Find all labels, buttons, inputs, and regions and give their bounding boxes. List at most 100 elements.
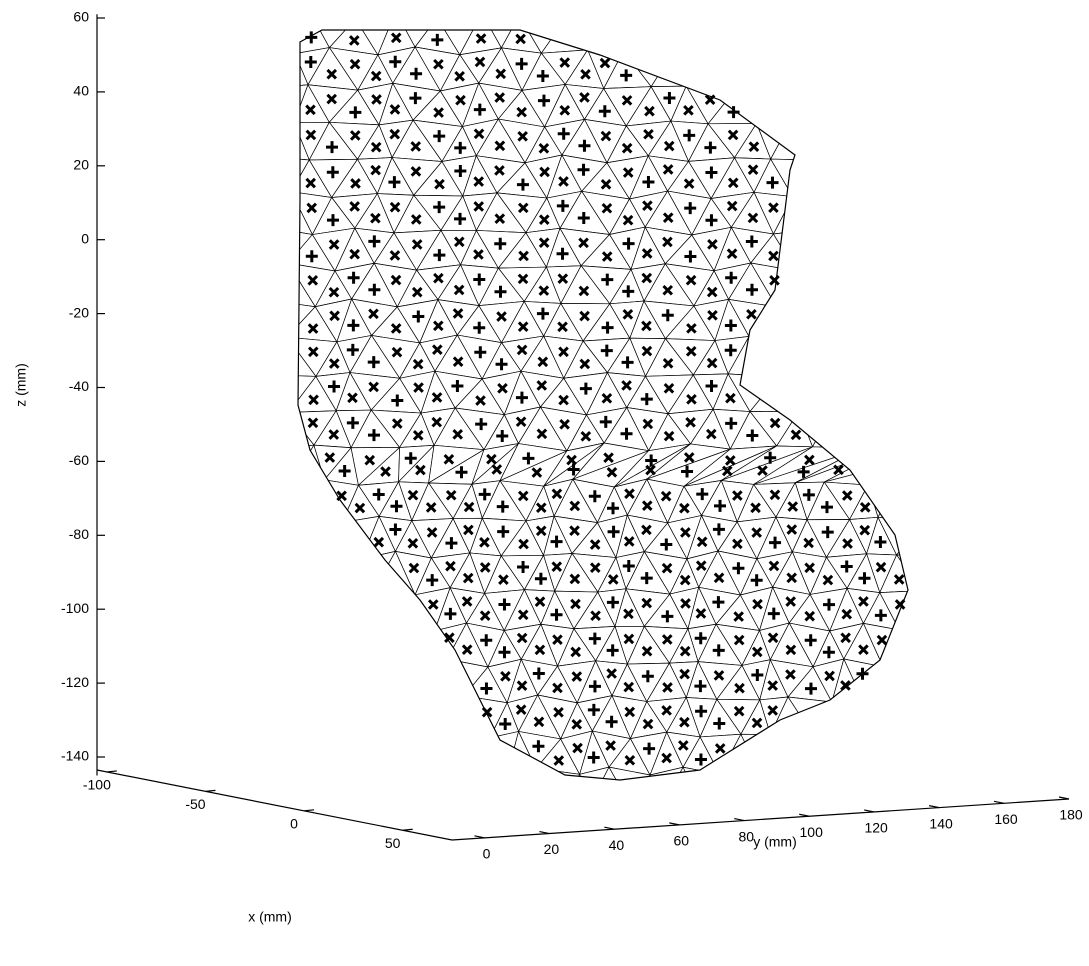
y-tick-label: 0: [483, 846, 491, 862]
mesh-triangle: [1008, 155, 1044, 198]
mesh-triangle: [987, 268, 1022, 302]
mesh-triangle: [981, 407, 1028, 451]
mesh-triangle: [541, 16, 587, 54]
mesh-triangle: [321, 522, 362, 559]
mesh-triangle: [980, 15, 1029, 53]
mesh-triangle: [707, 49, 757, 89]
mesh-triangle: [875, 91, 923, 127]
mesh-triangle: [673, 11, 707, 52]
mesh-triangle: [446, 733, 490, 771]
mesh-triangle: [292, 515, 322, 558]
mesh-triangle: [633, 775, 663, 811]
mesh-triangle: [270, 697, 305, 738]
mesh-triangle: [921, 590, 950, 625]
mesh-triangle: [418, 659, 448, 701]
mesh-triangle: [898, 14, 945, 54]
mesh-triangle: [749, 336, 799, 377]
y-tick-label: 160: [994, 811, 1018, 827]
mesh-triangle: [302, 551, 345, 595]
mesh-triangle: [918, 660, 952, 695]
mesh-triangle: [1003, 378, 1047, 415]
mesh-triangle: [813, 409, 862, 448]
mesh-triangle: [935, 665, 973, 702]
mesh-triangle: [858, 300, 900, 343]
mesh-triangle: [918, 407, 966, 450]
mesh-triangle: [436, 659, 464, 701]
mesh-triangle: [418, 733, 446, 770]
mesh-triangle: [703, 774, 737, 811]
mesh-triangle: [915, 731, 956, 768]
mesh-triangle: [904, 731, 932, 773]
mesh-triangle: [886, 731, 916, 773]
mesh-triangle: [375, 735, 418, 773]
y-tick: [799, 814, 809, 816]
mesh-triangle: [345, 559, 376, 595]
mesh-triangle: [819, 55, 855, 91]
mesh-triangle: [839, 47, 878, 83]
mesh-triangle: [435, 733, 465, 771]
mesh-triangle: [914, 768, 958, 810]
mesh-triangle: [938, 192, 988, 233]
y-tick-label: 180: [1059, 807, 1083, 823]
mesh-triangle: [939, 443, 1067, 486]
mesh-triangle: [273, 628, 303, 663]
mesh-triangle: [920, 305, 962, 342]
mesh-triangle: [945, 14, 981, 48]
mesh-triangle: [901, 266, 940, 305]
mesh-triangle: [289, 697, 321, 738]
z-tick-label: 40: [73, 83, 89, 99]
mesh-triangle: [269, 445, 314, 487]
mesh-triangle: [814, 264, 858, 307]
mesh-triangle: [273, 662, 303, 696]
mesh-triangle: [799, 299, 834, 342]
mesh-triangle: [946, 415, 981, 450]
mesh-triangle: [286, 738, 324, 775]
mesh-triangle: [817, 12, 859, 55]
mesh-triangle: [1006, 85, 1048, 127]
mesh-triangle: [757, 47, 792, 84]
mesh-triangle: [902, 83, 942, 126]
mesh-triangle: [855, 194, 903, 232]
z-tick-label: -40: [69, 378, 89, 394]
mesh-triangle: [986, 155, 1024, 198]
mesh-triangle: [789, 771, 831, 805]
z-axis-label: z (mm): [13, 363, 29, 407]
mesh-triangle: [735, 11, 772, 54]
x-axis-label: x (mm): [248, 909, 292, 925]
mesh-triangle: [325, 768, 361, 803]
mesh-triangle: [686, 11, 734, 48]
mesh-triangle: [321, 665, 363, 701]
mesh-triangle: [812, 771, 843, 808]
mesh-triangle: [1043, 265, 1089, 305]
mesh-triangle: [1007, 337, 1045, 378]
x-tick: [107, 771, 117, 772]
mesh-triangle: [940, 267, 987, 305]
mesh-triangle: [921, 556, 950, 590]
mesh-triangle: [1047, 120, 1087, 162]
mesh-triangle: [286, 767, 324, 811]
mesh-triangle: [418, 631, 448, 666]
mesh-triangle: [320, 595, 364, 630]
mesh-triangle: [834, 307, 881, 343]
mesh-triangle: [652, 11, 687, 52]
chart: z (mm) y (mm) x (mm) -140-120-100-80-60-…: [0, 0, 1089, 961]
mesh-triangle: [938, 625, 969, 665]
y-tick: [1059, 797, 1069, 799]
mesh-triangle: [789, 737, 831, 773]
mesh-triangle: [896, 451, 1028, 487]
mesh-triangle: [938, 590, 969, 628]
mesh-triangle: [1048, 408, 1089, 443]
mesh-triangle: [819, 83, 855, 126]
mesh-triangle: [897, 522, 940, 557]
mesh-triangle: [518, 768, 562, 809]
mesh-triangle: [741, 734, 771, 768]
mesh-triangle: [673, 49, 707, 87]
mesh-triangle: [886, 773, 914, 807]
mesh-triangle: [883, 407, 918, 444]
mesh-triangle: [859, 12, 899, 47]
mesh-triangle: [435, 770, 465, 808]
mesh-triangle: [321, 699, 363, 733]
mesh-triangle: [939, 479, 969, 516]
mesh-triangle: [464, 771, 507, 807]
mesh-triangle: [959, 192, 1008, 233]
